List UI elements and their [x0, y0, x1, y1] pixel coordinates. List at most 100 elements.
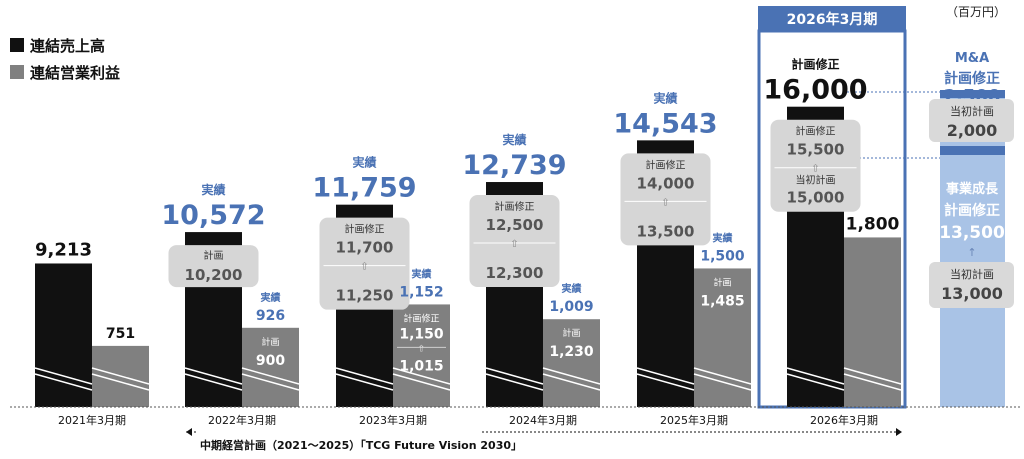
category-label: 2025年3月期 — [660, 413, 728, 427]
plan-value: 11,250 — [336, 287, 394, 305]
sales-value-label: 14,543 — [613, 108, 717, 139]
axis-break-mark — [34, 373, 93, 391]
sales-value-label: 9,213 — [35, 239, 92, 260]
category-label: 2021年3月期 — [58, 413, 126, 427]
midterm-plan-label: 中期経営計画（2021～2025）「TCG Future Vision 2030… — [200, 438, 522, 452]
axis-break-mark — [485, 367, 544, 385]
axis-break-mark — [34, 367, 93, 385]
profit-plan-arrow-icon: ⇧ — [418, 344, 426, 354]
axis-break-mark — [542, 367, 601, 385]
bar-profit-4 — [694, 268, 751, 407]
midterm-right-arrow-icon — [896, 428, 902, 436]
axis-break-mark — [392, 373, 451, 391]
axis-break-mark — [636, 373, 695, 391]
profit-plan-label: 計画修正 — [403, 312, 439, 324]
axis-break-mark — [843, 367, 902, 385]
ma-title: M&A — [955, 51, 989, 66]
ma-initial-box — [929, 99, 1014, 142]
axis-break-mark — [786, 367, 845, 385]
axis-break-mark — [91, 373, 150, 391]
axis-break-mark — [636, 367, 695, 385]
sales-plan-box — [770, 119, 861, 212]
category-label: 2024年3月期 — [509, 413, 577, 427]
profit-kind-label: 実績 — [261, 291, 281, 304]
plan-arrow-icon: ⇧ — [360, 262, 368, 273]
axis-break-mark — [335, 367, 394, 385]
sales-kind-label: 実績 — [201, 182, 225, 197]
axis-break-mark — [786, 373, 845, 391]
organic-arrow: ↑ — [967, 246, 976, 259]
plan-value: 13,500 — [637, 222, 695, 240]
highlight-header-text: 2026年3月期 — [787, 11, 878, 28]
sales-value-label: 12,739 — [462, 150, 566, 181]
axis-break-mark — [843, 373, 902, 391]
plan-label: 計画修正 — [495, 200, 535, 213]
axis-break-mark — [693, 367, 752, 385]
profit-kind-label: 実績 — [562, 282, 582, 295]
unit-label: （百万円） — [946, 5, 1006, 19]
plan-arrow-icon: ⇧ — [510, 239, 518, 250]
profit-value-label: 1,500 — [700, 248, 745, 264]
profit-plan-label: 計画 — [713, 276, 731, 288]
legend-sales-swatch — [10, 38, 24, 52]
plan-value: 12,300 — [486, 264, 544, 282]
axis-break-mark — [693, 373, 752, 391]
midterm-left-arrow-icon — [186, 428, 192, 436]
profit-plan-value: 1,485 — [700, 293, 744, 309]
sales-plan-box — [168, 245, 259, 288]
profit-plan-value: 900 — [256, 353, 285, 369]
organic-title: 事業成長 — [946, 181, 999, 197]
sales-kind-label: 実績 — [502, 132, 526, 147]
category-label: 2022年3月期 — [208, 413, 276, 427]
category-label: 2026年3月期 — [810, 413, 878, 427]
highlight-header — [758, 6, 906, 31]
profit-plan-value: 1,015 — [399, 358, 443, 374]
axis-break-mark — [184, 373, 243, 391]
plan-value: 12,500 — [486, 216, 544, 234]
ma-revised-label: 計画修正 — [944, 70, 1000, 87]
organic-top-band — [940, 146, 1005, 155]
sales-plan-box — [319, 217, 410, 310]
ma-initial-value: 2,000 — [947, 121, 998, 140]
organic-initial-box — [929, 262, 1014, 308]
sales-kind-label: 実績 — [352, 155, 376, 170]
organic-revised-value: 13,500 — [939, 223, 1005, 243]
axis-break-mark — [91, 367, 150, 385]
plan-arrow-icon: ⇧ — [661, 197, 669, 208]
category-label: 2023年3月期 — [359, 413, 427, 427]
plan-value: 10,200 — [185, 266, 243, 284]
bar-profit-3 — [543, 319, 600, 407]
organic-initial-value: 13,000 — [941, 284, 1003, 303]
plan-value: 14,000 — [637, 174, 695, 192]
midterm-label-bg — [196, 425, 480, 455]
sales-kind-label: 実績 — [653, 90, 677, 105]
legend-sales-label: 連結売上高 — [30, 37, 105, 55]
plan-label: 当初計画 — [796, 174, 836, 187]
axis-break-mark — [485, 373, 544, 391]
profit-value-label: 1,800 — [846, 214, 900, 234]
axis-break-mark — [392, 367, 451, 385]
axis-break-mark — [241, 367, 300, 385]
plan-label: 計画修正 — [345, 223, 385, 236]
profit-plan-label: 計画 — [562, 327, 580, 339]
axis-break-mark — [335, 373, 394, 391]
profit-plan-value: 1,230 — [549, 344, 594, 360]
legend-profit-swatch — [10, 65, 24, 79]
ma-initial-label: 当初計画 — [950, 104, 994, 118]
plan-arrow-icon: ⇧ — [811, 164, 819, 175]
profit-value-label: 751 — [106, 326, 135, 342]
sales-plan-box — [620, 153, 711, 246]
bar-profit-5 — [844, 237, 901, 407]
profit-plan-label: 計画 — [261, 336, 279, 348]
organic-initial-label: 当初計画 — [950, 267, 994, 281]
profit-kind-label: 実績 — [412, 267, 432, 280]
plan-label: 計画修正 — [796, 125, 836, 138]
axis-break-mark — [184, 367, 243, 385]
profit-plan-value: 1,150 — [399, 326, 444, 342]
plan-label: 計画修正 — [646, 158, 686, 171]
ma-top-band — [940, 90, 1005, 98]
profit-value-label: 926 — [256, 308, 285, 324]
profit-kind-label: 実績 — [713, 231, 733, 244]
legend-profit-label: 連結営業利益 — [30, 64, 120, 82]
